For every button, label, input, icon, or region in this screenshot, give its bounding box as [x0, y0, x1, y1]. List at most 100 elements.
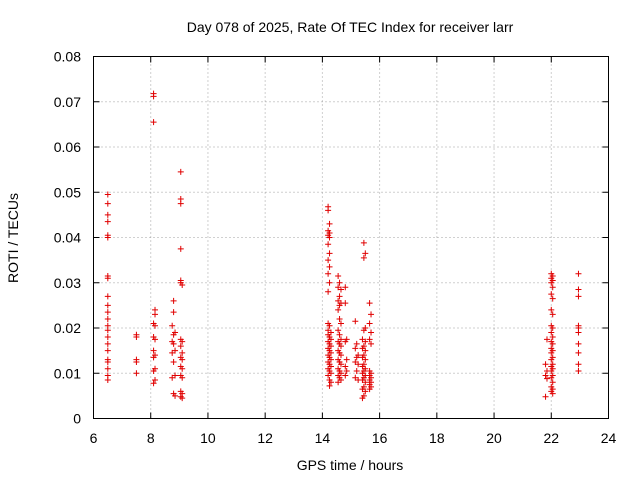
data-point: [360, 327, 367, 334]
data-point: [352, 345, 359, 352]
data-point: [170, 331, 177, 338]
data-point: [342, 372, 349, 379]
data-point: [362, 338, 369, 345]
data-point: [360, 254, 367, 261]
data-point: [326, 322, 333, 329]
data-point: [549, 325, 556, 331]
data-point: [366, 336, 373, 343]
data-point: [575, 367, 582, 374]
data-point: [548, 349, 555, 356]
data-point: [150, 380, 157, 387]
x-tick-label: 16: [372, 430, 388, 446]
axis-ticks: [93, 56, 609, 419]
data-point: [179, 349, 186, 356]
data-point: [548, 291, 555, 298]
data-point: [548, 374, 555, 381]
data-point: [325, 241, 332, 248]
data-point: [353, 367, 360, 374]
data-point: [104, 218, 111, 225]
data-point: [150, 119, 157, 126]
x-tick-label: 22: [543, 430, 559, 446]
data-point: [366, 320, 373, 327]
data-point: [337, 320, 344, 327]
y-tick-label: 0.07: [54, 94, 81, 110]
x-tick-labels: 6 8 10 12 14 16 18 20 22 24: [90, 430, 617, 446]
data-point: [362, 379, 369, 386]
data-point: [575, 340, 582, 347]
data-point: [542, 361, 549, 368]
data-point: [342, 363, 349, 370]
data-point: [549, 334, 556, 341]
data-point: [133, 370, 140, 377]
data-point: [150, 347, 157, 354]
data-point: [179, 395, 186, 402]
data-point: [177, 343, 184, 350]
data-point: [543, 375, 550, 382]
y-tick-label: 0.01: [54, 365, 81, 381]
data-point: [549, 379, 556, 386]
y-tick-label: 0.02: [54, 320, 81, 336]
data-points: [104, 90, 582, 402]
data-point: [179, 374, 186, 381]
data-point: [170, 358, 177, 365]
data-point: [368, 329, 375, 336]
data-point: [104, 211, 111, 218]
data-point: [336, 293, 343, 300]
data-point: [326, 220, 333, 227]
data-point: [152, 377, 159, 384]
grid-lines: [93, 56, 609, 419]
data-point: [336, 315, 343, 322]
data-point: [337, 343, 344, 350]
data-point: [368, 311, 375, 318]
y-tick-label: 0.08: [54, 49, 81, 65]
data-point: [169, 322, 176, 329]
data-point: [104, 347, 111, 354]
x-tick-label: 24: [601, 430, 617, 446]
data-point: [325, 372, 332, 379]
data-point: [548, 329, 555, 336]
data-point: [325, 270, 332, 277]
data-point: [150, 354, 157, 361]
y-tick-label: 0.06: [54, 139, 81, 155]
data-point: [542, 393, 549, 400]
data-point: [326, 279, 333, 286]
data-point: [366, 300, 373, 307]
data-point: [104, 327, 111, 334]
data-point: [575, 286, 582, 293]
data-point: [152, 336, 159, 343]
x-axis-label: GPS time / hours: [297, 457, 404, 473]
data-point: [104, 275, 111, 282]
data-point: [549, 295, 556, 302]
data-point: [335, 327, 342, 334]
x-tick-label: 18: [429, 430, 445, 446]
data-point: [169, 349, 176, 356]
data-point: [325, 207, 332, 214]
data-point: [170, 297, 177, 304]
x-tick-label: 14: [315, 430, 331, 446]
y-tick-label: 0: [73, 411, 81, 427]
data-point: [326, 263, 333, 270]
data-point: [104, 334, 111, 341]
data-point: [133, 334, 140, 341]
data-point: [337, 352, 344, 359]
data-point: [104, 191, 111, 198]
data-point: [362, 347, 369, 354]
data-point: [177, 393, 184, 400]
data-point: [326, 382, 333, 389]
data-point: [133, 358, 140, 365]
data-point: [104, 377, 111, 384]
data-point: [343, 367, 350, 374]
data-point: [548, 306, 555, 313]
data-point: [575, 361, 582, 368]
data-point: [549, 311, 556, 318]
data-point: [104, 234, 111, 241]
data-point: [335, 379, 342, 386]
data-point: [104, 340, 111, 347]
data-point: [104, 200, 111, 207]
data-point: [362, 356, 369, 363]
y-tick-labels: 0 0.01 0.02 0.03 0.04 0.05 0.06 0.07 0.08: [54, 49, 81, 427]
data-point: [179, 282, 186, 289]
x-tick-label: 12: [257, 430, 273, 446]
data-point: [104, 365, 111, 372]
